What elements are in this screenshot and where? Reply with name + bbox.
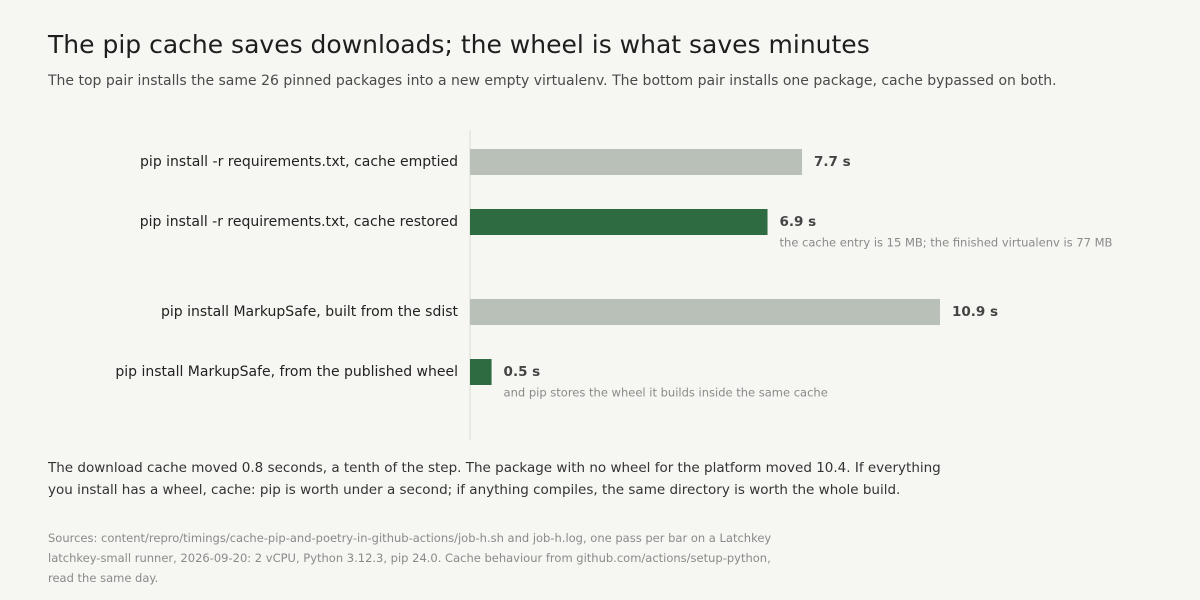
bar-note: and pip stores the wheel it builds insid… [504, 386, 828, 400]
value-label: 0.5 s [504, 364, 541, 380]
bar-label: pip install MarkupSafe, from the publish… [115, 364, 458, 380]
chart: pip install -r requirements.txt, cache e… [115, 130, 1113, 440]
chart-title: The pip cache saves downloads; the wheel… [48, 30, 870, 59]
value-label: 6.9 s [780, 214, 817, 230]
bar-note: the cache entry is 15 MB; the finished v… [780, 236, 1113, 250]
bar-label: pip install -r requirements.txt, cache r… [140, 214, 458, 230]
bar [470, 359, 492, 385]
bar [470, 149, 803, 175]
bar [470, 299, 940, 325]
bar-label: pip install -r requirements.txt, cache e… [140, 154, 458, 170]
bar-label: pip install MarkupSafe, built from the s… [161, 304, 459, 320]
source-note: Sources: content/repro/timings/cache-pip… [48, 531, 772, 585]
takeaway: The download cache moved 0.8 seconds, a … [48, 460, 941, 498]
chart-subtitle: The top pair installs the same 26 pinned… [48, 73, 1057, 89]
value-label: 10.9 s [952, 304, 998, 320]
bar [470, 209, 768, 235]
value-label: 7.7 s [814, 154, 851, 170]
